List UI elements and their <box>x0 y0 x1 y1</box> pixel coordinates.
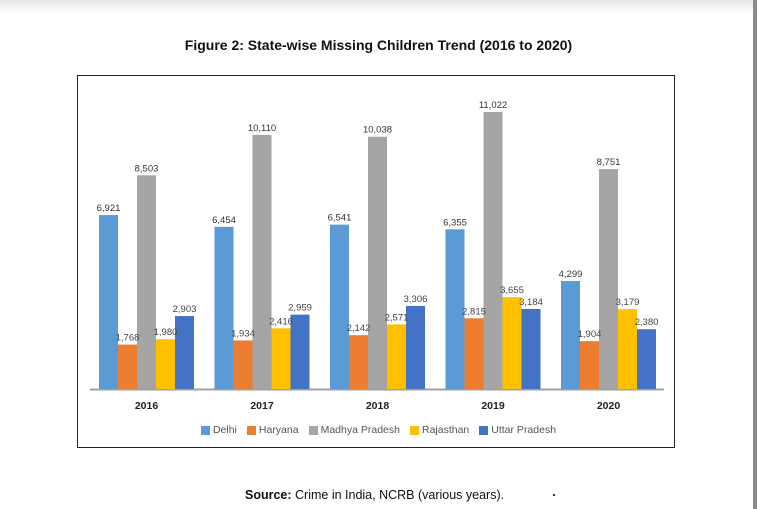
bar-delhi-2018 <box>330 224 349 389</box>
bar-rajasthan-2016 <box>156 339 175 389</box>
bar-madhya-pradesh-2020 <box>599 169 618 389</box>
legend-swatch <box>246 425 256 435</box>
data-label: 2,380 <box>635 317 659 328</box>
page-right-edge <box>753 0 757 509</box>
x-tick-label: 2016 <box>135 400 159 412</box>
bar-haryana-2016 <box>118 344 137 389</box>
source-text: Crime in India, NCRB (various years). <box>291 488 505 502</box>
data-label: 1,904 <box>578 329 602 340</box>
data-label: 2,959 <box>288 303 312 314</box>
data-label: 1,934 <box>231 328 255 339</box>
bar-delhi-2020 <box>561 280 580 389</box>
bar-delhi-2019 <box>445 229 465 389</box>
chart-legend: Delhi Haryana Madhya Pradesh Rajasthan Uttar… <box>0 424 757 436</box>
source-label: Source: <box>245 488 292 502</box>
data-label: 8,751 <box>597 157 621 168</box>
page-top-shade <box>0 0 757 14</box>
x-tick-label: 2017 <box>250 400 274 412</box>
data-label: 2,416 <box>269 316 293 327</box>
data-label: 3,184 <box>519 297 543 308</box>
bar-uttar-pradesh-2016 <box>175 316 194 389</box>
legend-label: Haryana <box>258 424 299 436</box>
data-label: 2,815 <box>462 306 486 317</box>
bar-uttar-pradesh-2019 <box>521 308 541 389</box>
bar-madhya-pradesh-2018 <box>368 136 387 389</box>
data-label: 2,142 <box>347 323 371 334</box>
data-label: 10,038 <box>363 125 392 136</box>
bar-madhya-pradesh-2016 <box>137 175 156 389</box>
stray-dot <box>553 494 555 496</box>
data-label: 11,022 <box>479 100 507 111</box>
chart-frame <box>77 75 675 448</box>
data-label: 2,571 <box>385 312 409 323</box>
source-note: Source: Crime in India, NCRB (various ye… <box>245 488 504 502</box>
data-label: 2,903 <box>173 304 197 315</box>
bar-rajasthan-2019 <box>502 297 522 389</box>
bar-rajasthan-2017 <box>271 328 291 389</box>
data-label: 6,454 <box>212 215 236 226</box>
data-label: 3,306 <box>404 294 428 305</box>
data-label: 1,980 <box>154 327 178 338</box>
legend-item: Rajasthan <box>409 424 470 436</box>
bar-haryana-2018 <box>349 335 368 389</box>
bar-delhi-2016 <box>99 215 118 389</box>
bar-uttar-pradesh-2018 <box>406 305 425 389</box>
legend-label: Rajasthan <box>421 424 470 436</box>
data-label: 1,768 <box>116 333 140 344</box>
bar-delhi-2017 <box>214 226 234 389</box>
bar-haryana-2017 <box>233 340 253 389</box>
bar-haryana-2020 <box>580 341 599 389</box>
bar-rajasthan-2018 <box>387 324 406 389</box>
data-label: 6,921 <box>97 203 121 214</box>
legend-label: Uttar Pradesh <box>491 424 557 436</box>
data-label: 8,503 <box>135 163 159 174</box>
bar-haryana-2019 <box>464 318 484 389</box>
data-label: 6,541 <box>328 213 352 224</box>
data-label: 3,179 <box>616 297 640 308</box>
legend-item: Haryana <box>246 424 299 436</box>
legend-label: Madhya Pradesh <box>320 424 400 436</box>
bar-uttar-pradesh-2017 <box>290 314 310 389</box>
legend-item: Madhya Pradesh <box>308 424 400 436</box>
data-label: 10,110 <box>248 123 276 134</box>
legend-swatch <box>200 425 210 435</box>
legend-item: Uttar Pradesh <box>479 424 556 436</box>
bar-madhya-pradesh-2017 <box>252 134 272 389</box>
bar-uttar-pradesh-2020 <box>637 329 656 389</box>
legend-item: Delhi <box>200 424 237 436</box>
x-tick-label: 2019 <box>481 400 505 412</box>
legend-swatch <box>479 425 489 435</box>
chart-title: Figure 2: State-wise Missing Children Tr… <box>184 37 573 53</box>
legend-label: Delhi <box>212 424 237 436</box>
data-label: 3,655 <box>500 285 524 296</box>
x-tick-label: 2020 <box>597 400 621 412</box>
legend-swatch <box>409 425 419 435</box>
bar-madhya-pradesh-2019 <box>483 112 503 389</box>
data-label: 6,355 <box>443 217 467 228</box>
legend-swatch <box>308 425 318 435</box>
data-label: 4,299 <box>559 269 583 280</box>
x-tick-label: 2018 <box>366 400 390 412</box>
bar-rajasthan-2020 <box>618 309 637 389</box>
